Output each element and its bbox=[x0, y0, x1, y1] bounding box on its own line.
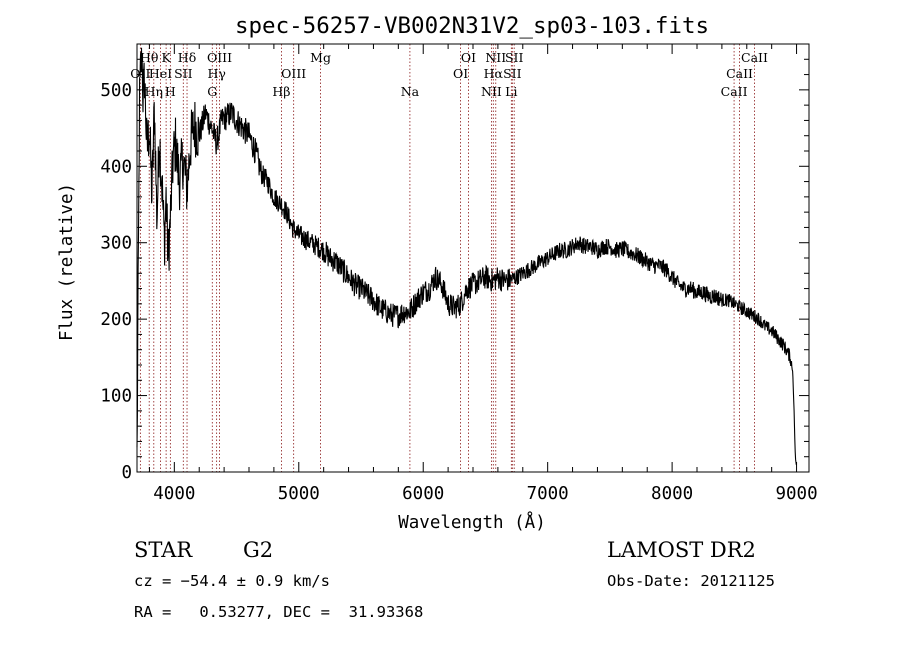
spectral-line-label: OI bbox=[461, 50, 476, 65]
spectral-line-label: OIII bbox=[281, 66, 306, 81]
spectral-line-label: Li bbox=[505, 84, 517, 99]
y-axis: 0 100 200 300 400 500 bbox=[100, 58, 809, 483]
x-tick-label: 6000 bbox=[402, 484, 444, 504]
spectral-line-label: Na bbox=[401, 84, 420, 99]
spectral-line-label: K bbox=[161, 50, 171, 65]
spectral-line-label: NII bbox=[481, 84, 502, 99]
y-tick-label: 500 bbox=[100, 81, 132, 101]
spectral-line-label: CaII bbox=[721, 84, 748, 99]
spectral-line-label: CaII bbox=[741, 50, 768, 65]
spectral-line-label: SII bbox=[505, 50, 524, 65]
spectral-line-label: Mg bbox=[310, 50, 331, 65]
plot-frame bbox=[136, 43, 810, 473]
spectral-line-label: SII bbox=[174, 66, 193, 81]
spectral-line-label: CaII bbox=[726, 66, 753, 81]
spectral-line-label: HeI bbox=[149, 66, 172, 81]
x-axis-label: Wavelength (Å) bbox=[398, 511, 546, 533]
x-axis: 4000 5000 6000 7000 8000 9000 bbox=[148, 44, 818, 504]
coordinates-text: RA = 0.53277, DEC = 31.93368 bbox=[134, 603, 424, 621]
spectral-line-label: Hγ bbox=[207, 66, 225, 81]
spectral-line-label: OI bbox=[453, 66, 468, 81]
y-tick-label: 0 bbox=[121, 463, 132, 483]
y-tick-label: 200 bbox=[100, 310, 132, 330]
y-tick-label: 400 bbox=[100, 157, 132, 177]
spectral-line-label: Hα bbox=[484, 66, 504, 81]
y-tick-label: 100 bbox=[100, 387, 132, 407]
obs-date-text: Obs-Date: 20121125 bbox=[607, 572, 775, 590]
spectral-line-label: NII bbox=[485, 50, 506, 65]
object-class: STAR bbox=[134, 538, 193, 562]
spectrum-line bbox=[136, 47, 797, 465]
x-tick-label: 8000 bbox=[651, 484, 693, 504]
spectral-line-label: Hδ bbox=[178, 50, 196, 65]
x-tick-label: 9000 bbox=[775, 484, 817, 504]
chart-title: spec-56257-VB002N31V2_sp03-103.fits bbox=[235, 13, 709, 39]
spectral-line-label: Hη bbox=[145, 84, 163, 99]
y-tick-label: 300 bbox=[100, 234, 132, 254]
spectral-line-label: H bbox=[165, 84, 176, 99]
x-tick-label: 7000 bbox=[527, 484, 569, 504]
spectral-line-label: SII bbox=[503, 66, 522, 81]
spectral-line-label: Hθ bbox=[140, 50, 158, 65]
spectral-line-label: G bbox=[207, 84, 217, 99]
spectral-line-label: OIII bbox=[207, 50, 232, 65]
redshift-text: cz = −54.4 ± 0.9 km/s bbox=[134, 572, 330, 590]
spectral-subclass: G2 bbox=[243, 538, 274, 562]
y-axis-label: Flux (relative) bbox=[57, 183, 77, 341]
spectral-line-markers bbox=[139, 44, 755, 472]
x-tick-label: 4000 bbox=[153, 484, 195, 504]
survey-name: LAMOST DR2 bbox=[607, 538, 756, 562]
spectral-line-label: Hβ bbox=[272, 84, 290, 99]
x-tick-label: 5000 bbox=[278, 484, 320, 504]
